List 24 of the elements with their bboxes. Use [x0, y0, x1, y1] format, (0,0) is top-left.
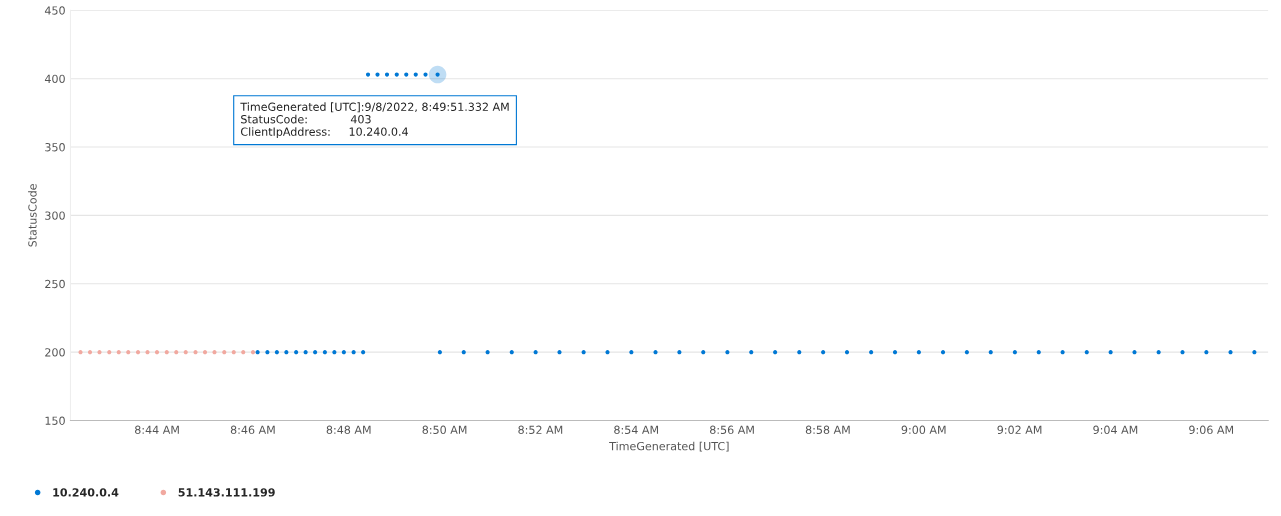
y-tick-label: 400	[44, 74, 65, 84]
x-tick-label: 8:56 AM	[710, 425, 754, 434]
x-tick-label: 8:58 AM	[805, 425, 850, 434]
x-tick-label: 8:44 AM	[135, 425, 179, 434]
y-tick-label: 250	[45, 279, 65, 289]
x-tick-label: 8:50 AM	[422, 425, 467, 434]
annotation: TimeGenerated [UTC]:9/8/2022, 8:49:51.332 AM StatusCode: 403 ClientIpAddress: 10.240.0.4	[240, 102, 509, 138]
x-tick-label: 9:06 AM	[1189, 425, 1234, 434]
x-tick-label: 8:48 AM	[326, 425, 371, 434]
x-tick-label: 9:04 AM	[1093, 425, 1138, 434]
y-tick-label: 450	[44, 6, 65, 15]
legend-label: 51.143.111.199	[178, 488, 275, 497]
y-tick-label: 200	[45, 348, 65, 357]
x-tick-label: 9:00 AM	[901, 425, 946, 434]
y-axis-title: StatusCode	[28, 184, 37, 247]
x-tick-label: 9:02 AM	[997, 425, 1042, 434]
y-tick-label: 150	[45, 416, 65, 425]
x-tick-label: 8:52 AM	[518, 425, 563, 434]
x-tick-label: 8:46 AM	[230, 425, 275, 434]
x-axis-title: TimeGenerated [UTC]	[609, 441, 729, 452]
x-tick-label: 8:54 AM	[614, 425, 659, 434]
y-tick-label: 350	[45, 143, 65, 152]
legend-label: 10.240.0.4	[53, 488, 119, 497]
y-tick-label: 300	[45, 211, 65, 220]
